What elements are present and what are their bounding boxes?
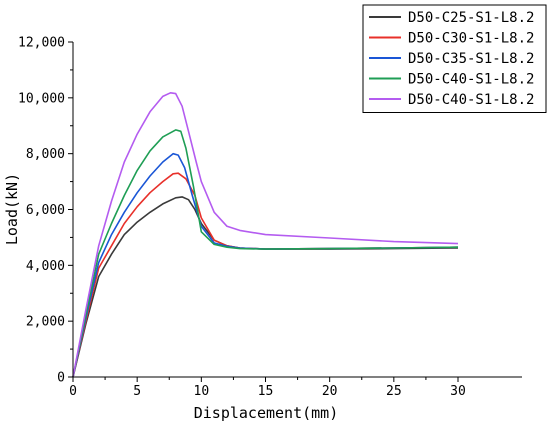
- y-tick-label: 4,000: [26, 259, 65, 274]
- legend-label: D50-C40-S1-L8.2: [408, 72, 534, 88]
- plot-lines: [72, 92, 459, 378]
- x-tick-label: 5: [133, 384, 141, 399]
- legend-label: D50-C30-S1-L8.2: [408, 31, 534, 47]
- series-line-1: [72, 196, 459, 378]
- ticks: 0 5 10 15 20 25 30 0 2,000 4,000 6,000 8,000 10,000 1…: [18, 36, 466, 400]
- legend-label: D50-C25-S1-L8.2: [408, 10, 534, 26]
- y-tick-label: 12,000: [18, 36, 65, 51]
- y-tick-label: 10,000: [18, 91, 65, 106]
- y-tick-label: 0: [57, 371, 65, 386]
- x-tick-label: 30: [450, 384, 466, 399]
- y-axis-title: Load(kN): [3, 173, 21, 245]
- x-tick-label: 25: [386, 384, 402, 399]
- series-line-5: [72, 92, 459, 378]
- legend: D50-C25-S1-L8.2 D50-C30-S1-L8.2 D50-C35-S1…: [362, 4, 547, 113]
- x-tick-label: 0: [69, 384, 77, 399]
- y-tick-label: 2,000: [26, 315, 65, 330]
- legend-label: D50-C35-S1-L8.2: [408, 51, 534, 67]
- x-tick-label: 20: [322, 384, 338, 399]
- series-line-3: [72, 152, 459, 378]
- legend-label: D50-C40-S1-L8.2: [408, 92, 534, 108]
- y-tick-label: 8,000: [26, 147, 65, 162]
- x-tick-label: 10: [194, 384, 210, 399]
- y-tick-label: 6,000: [26, 203, 65, 218]
- x-axis-title: Displacement(mm): [194, 404, 339, 422]
- series-line-4: [72, 129, 459, 378]
- x-tick-label: 15: [258, 384, 274, 399]
